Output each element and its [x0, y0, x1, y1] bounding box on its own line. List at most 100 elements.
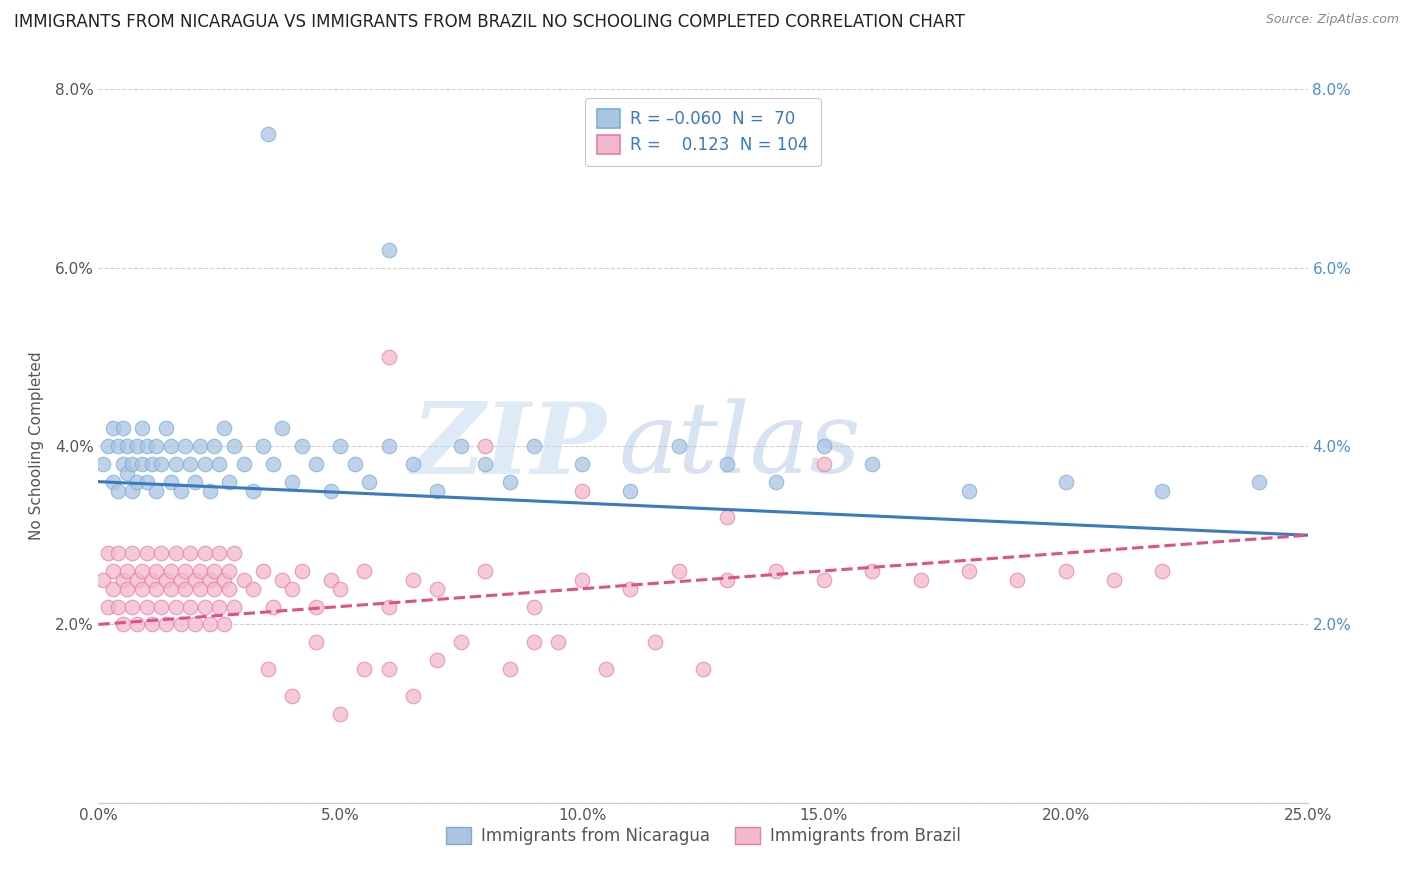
Point — [377, 350, 399, 364]
Point — [101, 475, 124, 489]
Point — [155, 421, 177, 435]
Text: IMMIGRANTS FROM NICARAGUA VS IMMIGRANTS FROM BRAZIL NO SCHOOLING COMPLETED CORRE: IMMIGRANTS FROM NICARAGUA VS IMMIGRANTS … — [14, 13, 965, 31]
Point — [155, 573, 177, 587]
Point — [184, 617, 207, 632]
Point — [252, 564, 274, 578]
Point — [212, 421, 235, 435]
Point — [765, 475, 787, 489]
Point — [101, 564, 124, 578]
Point — [1007, 573, 1029, 587]
Point — [127, 617, 149, 632]
Point — [184, 573, 207, 587]
Point — [523, 439, 546, 453]
Point — [281, 475, 304, 489]
Point — [957, 483, 980, 498]
Point — [547, 635, 569, 649]
Point — [127, 573, 149, 587]
Point — [353, 662, 375, 676]
Point — [141, 573, 163, 587]
Point — [107, 599, 129, 614]
Point — [232, 573, 254, 587]
Point — [377, 439, 399, 453]
Point — [716, 573, 738, 587]
Point — [813, 439, 835, 453]
Point — [222, 599, 245, 614]
Point — [232, 457, 254, 471]
Point — [523, 599, 546, 614]
Point — [426, 582, 449, 596]
Point — [271, 421, 294, 435]
Legend: Immigrants from Nicaragua, Immigrants from Brazil: Immigrants from Nicaragua, Immigrants fr… — [439, 820, 967, 852]
Point — [305, 635, 328, 649]
Point — [813, 573, 835, 587]
Point — [117, 564, 139, 578]
Point — [121, 457, 143, 471]
Point — [571, 483, 593, 498]
Point — [256, 127, 278, 141]
Point — [329, 706, 352, 721]
Point — [91, 457, 114, 471]
Point — [155, 617, 177, 632]
Point — [101, 582, 124, 596]
Point — [179, 546, 201, 560]
Point — [402, 573, 425, 587]
Point — [127, 439, 149, 453]
Point — [319, 573, 342, 587]
Point — [281, 689, 304, 703]
Point — [218, 475, 240, 489]
Point — [194, 457, 217, 471]
Point — [319, 483, 342, 498]
Point — [450, 635, 472, 649]
Point — [860, 564, 883, 578]
Point — [194, 599, 217, 614]
Point — [111, 617, 134, 632]
Point — [377, 599, 399, 614]
Point — [208, 457, 231, 471]
Point — [957, 564, 980, 578]
Point — [204, 564, 226, 578]
Point — [262, 457, 284, 471]
Point — [131, 582, 153, 596]
Point — [91, 573, 114, 587]
Point — [1249, 475, 1271, 489]
Point — [692, 662, 714, 676]
Point — [198, 617, 221, 632]
Point — [212, 573, 235, 587]
Point — [474, 564, 496, 578]
Point — [262, 599, 284, 614]
Point — [208, 546, 231, 560]
Point — [194, 546, 217, 560]
Point — [281, 582, 304, 596]
Point — [131, 457, 153, 471]
Point — [242, 582, 264, 596]
Point — [135, 439, 157, 453]
Point — [117, 466, 139, 480]
Point — [498, 475, 520, 489]
Point — [111, 457, 134, 471]
Point — [169, 617, 191, 632]
Point — [107, 439, 129, 453]
Point — [222, 439, 245, 453]
Point — [97, 439, 120, 453]
Point — [595, 662, 617, 676]
Point — [290, 564, 312, 578]
Point — [860, 457, 883, 471]
Point — [1102, 573, 1125, 587]
Point — [343, 457, 366, 471]
Point — [121, 483, 143, 498]
Point — [145, 582, 167, 596]
Point — [135, 475, 157, 489]
Point — [377, 243, 399, 257]
Point — [101, 421, 124, 435]
Point — [571, 573, 593, 587]
Point — [131, 421, 153, 435]
Point — [619, 582, 641, 596]
Point — [169, 483, 191, 498]
Point — [523, 635, 546, 649]
Point — [160, 564, 183, 578]
Point — [111, 421, 134, 435]
Point — [121, 599, 143, 614]
Point — [359, 475, 381, 489]
Point — [668, 439, 690, 453]
Point — [644, 635, 666, 649]
